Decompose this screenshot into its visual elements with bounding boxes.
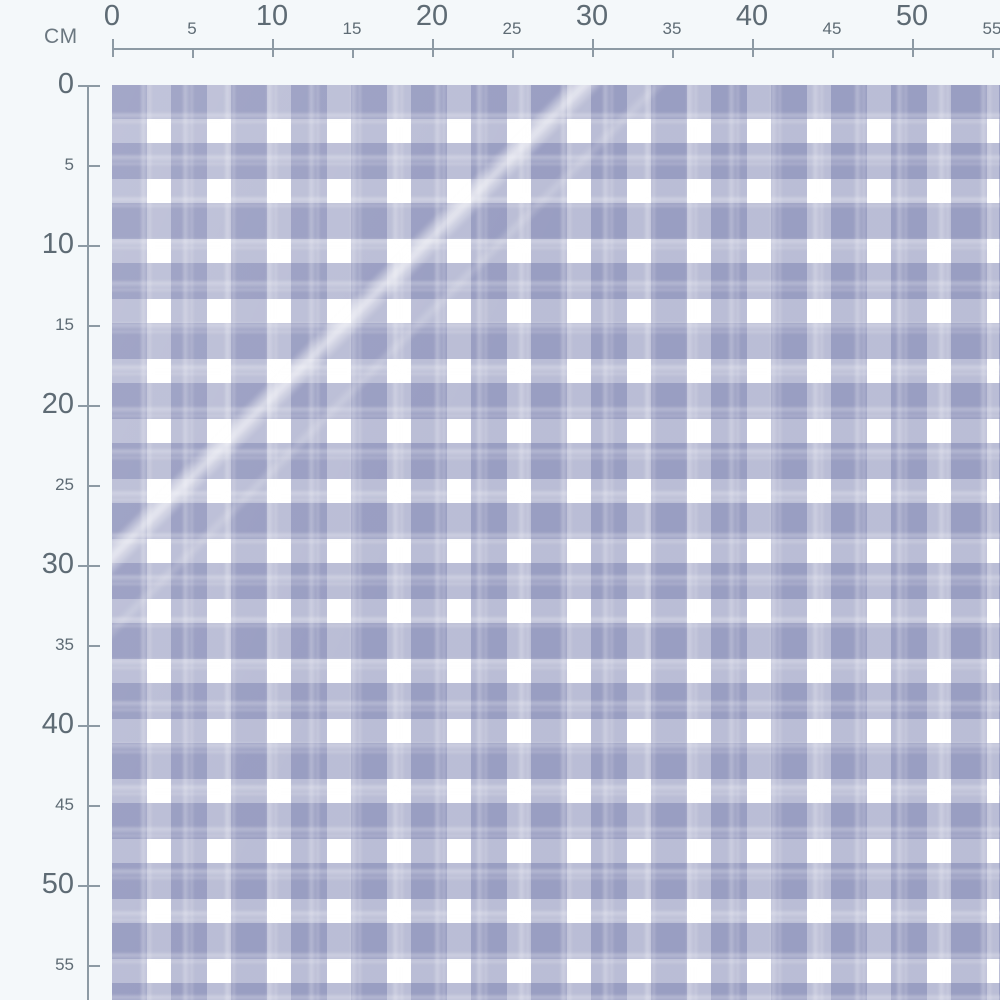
h-tick-10 <box>272 39 274 57</box>
h-tick-30 <box>592 39 594 57</box>
h-tick-5 <box>192 49 194 58</box>
h-tick-label-30: 30 <box>575 0 609 32</box>
h-tick-label-10: 10 <box>255 0 289 32</box>
h-tick-label-25: 25 <box>502 19 522 38</box>
v-tick-label-30: 30 <box>41 548 74 580</box>
v-tick-label-45: 45 <box>55 795 74 814</box>
v-tick-25 <box>88 485 100 487</box>
v-tick-label-15: 15 <box>55 315 74 334</box>
v-tick-45 <box>88 805 100 807</box>
h-tick-15 <box>352 49 354 58</box>
v-tick-40 <box>78 725 100 727</box>
h-tick-label-55: 55 <box>982 19 1000 38</box>
v-tick-label-55: 55 <box>55 955 74 974</box>
v-tick-10 <box>78 245 100 247</box>
vertical-ruler-axis <box>87 85 89 1000</box>
h-tick-label-0: 0 <box>103 0 121 32</box>
v-tick-0 <box>78 85 100 87</box>
gingham-check-pattern <box>112 85 1000 1000</box>
h-tick-label-5: 5 <box>187 19 197 38</box>
v-tick-label-25: 25 <box>55 475 74 494</box>
v-tick-35 <box>88 645 100 647</box>
v-tick-label-10: 10 <box>41 228 74 260</box>
horizontal-ruler-axis <box>112 48 1000 50</box>
v-tick-label-40: 40 <box>41 708 74 740</box>
v-tick-55 <box>88 965 100 967</box>
h-tick-20 <box>432 39 434 57</box>
v-tick-label-20: 20 <box>41 388 74 420</box>
h-tick-35 <box>672 49 674 58</box>
unit-label-cm: CM <box>44 25 78 48</box>
v-tick-5 <box>88 165 100 167</box>
v-tick-50 <box>78 885 100 887</box>
h-tick-label-50: 50 <box>895 0 929 32</box>
v-tick-15 <box>88 325 100 327</box>
h-tick-label-40: 40 <box>735 0 769 32</box>
h-tick-40 <box>752 39 754 57</box>
v-tick-label-0: 0 <box>57 68 74 100</box>
h-tick-25 <box>512 49 514 58</box>
v-tick-20 <box>78 405 100 407</box>
h-tick-label-15: 15 <box>342 19 362 38</box>
h-tick-label-45: 45 <box>822 19 842 38</box>
h-tick-45 <box>832 49 834 58</box>
h-tick-55 <box>992 49 994 58</box>
v-tick-label-35: 35 <box>55 635 74 654</box>
v-tick-30 <box>78 565 100 567</box>
h-tick-50 <box>912 39 914 57</box>
h-tick-label-20: 20 <box>415 0 449 32</box>
h-tick-0 <box>112 39 114 57</box>
h-tick-label-35: 35 <box>662 19 682 38</box>
fabric-swatch-gingham <box>112 85 1000 1000</box>
v-tick-label-5: 5 <box>64 155 74 174</box>
v-tick-label-50: 50 <box>41 868 74 900</box>
